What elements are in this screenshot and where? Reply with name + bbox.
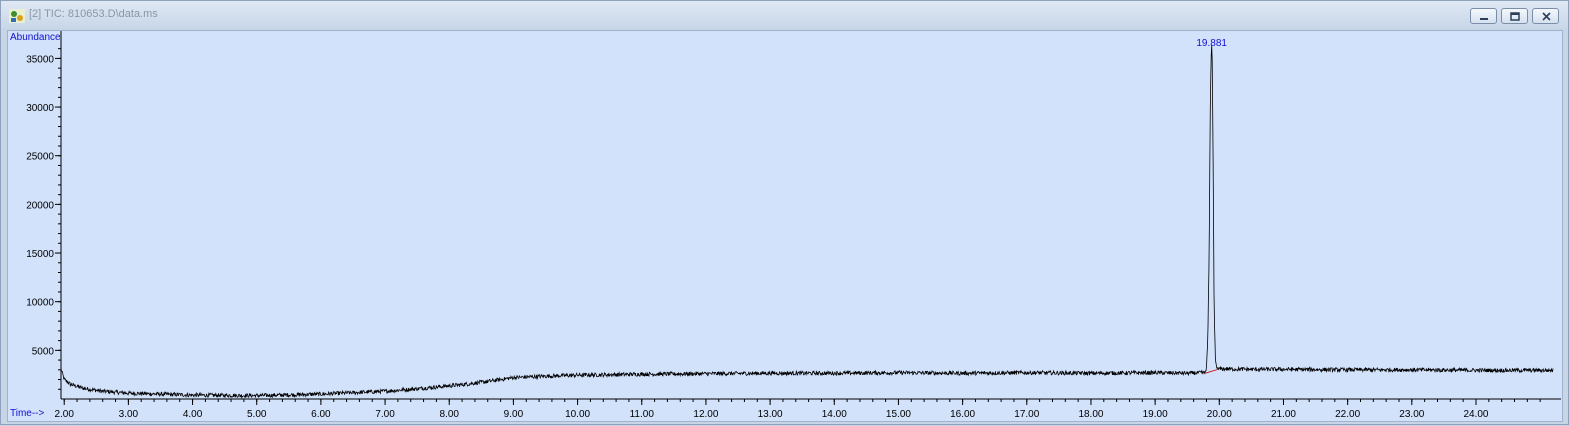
minimize-button[interactable]: [1470, 8, 1497, 24]
title-bar[interactable]: [2] TIC: 810653.D\data.ms: [1, 1, 1568, 28]
close-button[interactable]: [1532, 8, 1559, 24]
x-tick-label: 11.00: [630, 409, 655, 420]
x-tick-label: 17.00: [1014, 409, 1039, 420]
tic-signal-line: [60, 44, 1554, 399]
y-tick-label: 5000: [32, 346, 55, 357]
x-axis-label: Time-->: [10, 408, 45, 419]
restore-icon: [1510, 12, 1520, 21]
y-tick-label: 10000: [26, 298, 54, 309]
x-tick-label: 16.00: [950, 409, 975, 420]
y-axis-label: Abundance: [10, 32, 61, 43]
window-title: [2] TIC: 810653.D\data.ms: [29, 8, 158, 20]
chemstation-app-icon: [9, 9, 25, 23]
x-tick-label: 7.00: [375, 409, 395, 420]
peak-baseline: [1205, 368, 1219, 374]
x-tick-label: 3.00: [119, 409, 139, 420]
x-tick-label: 15.00: [886, 409, 911, 420]
y-tick-label: 15000: [26, 249, 54, 260]
chromatogram-chart: Abundance Time--> 2.00 3.00 4.00 5.00 6.00 7.…: [10, 31, 1561, 420]
x-tick-label: 22.00: [1335, 409, 1360, 420]
peak-retention-label: 19.881: [1196, 38, 1227, 49]
y-tick-label: 25000: [26, 152, 54, 163]
x-tick-label: 13.00: [758, 409, 783, 420]
y-tick-label: 35000: [26, 54, 54, 65]
x-tick-label: 10.00: [565, 409, 590, 420]
x-tick-label: 20.00: [1207, 409, 1232, 420]
x-tick-label: 19.00: [1143, 409, 1168, 420]
close-icon: [1542, 12, 1551, 21]
plot-area[interactable]: Abundance Time--> 2.00 3.00 4.00 5.00 6.00 7.…: [7, 30, 1563, 422]
x-tick-label: 23.00: [1399, 409, 1424, 420]
y-tick-label: 30000: [26, 103, 54, 114]
x-tick-label: 14.00: [822, 409, 847, 420]
x-tick-label: 2.00: [54, 409, 74, 420]
x-tick-label: 6.00: [311, 409, 331, 420]
y-tick-label: 20000: [26, 200, 54, 211]
x-tick-label: 5.00: [247, 409, 267, 420]
x-tick-label: 18.00: [1078, 409, 1103, 420]
x-tick-label: 21.00: [1271, 409, 1296, 420]
restore-button[interactable]: [1501, 8, 1528, 24]
x-tick-label: 12.00: [693, 409, 718, 420]
minimize-icon: [1480, 18, 1488, 20]
x-tick-label: 4.00: [183, 409, 203, 420]
x-tick-label: 8.00: [440, 409, 460, 420]
x-tick-label: 24.00: [1463, 409, 1488, 420]
x-tick-label: 9.00: [504, 409, 524, 420]
